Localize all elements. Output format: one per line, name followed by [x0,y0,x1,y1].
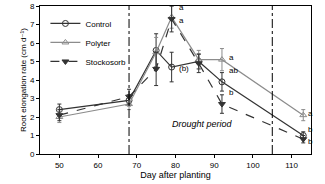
svg-text:Root elongation rate (cm d⁻¹): Root elongation rate (cm d⁻¹) [19,28,28,132]
svg-text:1: 1 [30,131,35,140]
svg-text:90: 90 [210,161,219,170]
svg-text:100: 100 [246,161,260,170]
svg-text:3: 3 [30,94,35,103]
svg-text:ab: ab [229,66,238,75]
svg-text:b: b [308,137,313,146]
svg-text:b: b [229,88,234,97]
svg-text:110: 110 [285,161,298,170]
svg-text:70: 70 [132,161,141,170]
svg-text:Day after planting: Day after planting [140,170,211,180]
svg-text:80: 80 [171,161,180,170]
svg-text:Polyter: Polyter [85,39,110,48]
svg-text:60: 60 [94,161,103,170]
svg-text:5: 5 [30,57,35,66]
svg-text:a: a [179,16,184,25]
svg-text:50: 50 [55,161,64,170]
svg-text:2: 2 [30,113,35,122]
svg-text:a: a [308,109,313,118]
svg-text:8: 8 [30,2,35,11]
svg-text:4: 4 [30,76,35,85]
svg-text:Drought period: Drought period [172,119,233,129]
svg-text:a: a [179,3,184,12]
svg-text:a: a [229,53,234,62]
svg-text:(b): (b) [179,64,189,73]
svg-text:Stockosorb: Stockosorb [85,58,126,67]
svg-text:7: 7 [30,20,35,29]
svg-text:0: 0 [30,150,35,159]
svg-text:b: b [308,125,313,134]
svg-text:6: 6 [30,39,35,48]
svg-text:Control: Control [85,20,111,29]
